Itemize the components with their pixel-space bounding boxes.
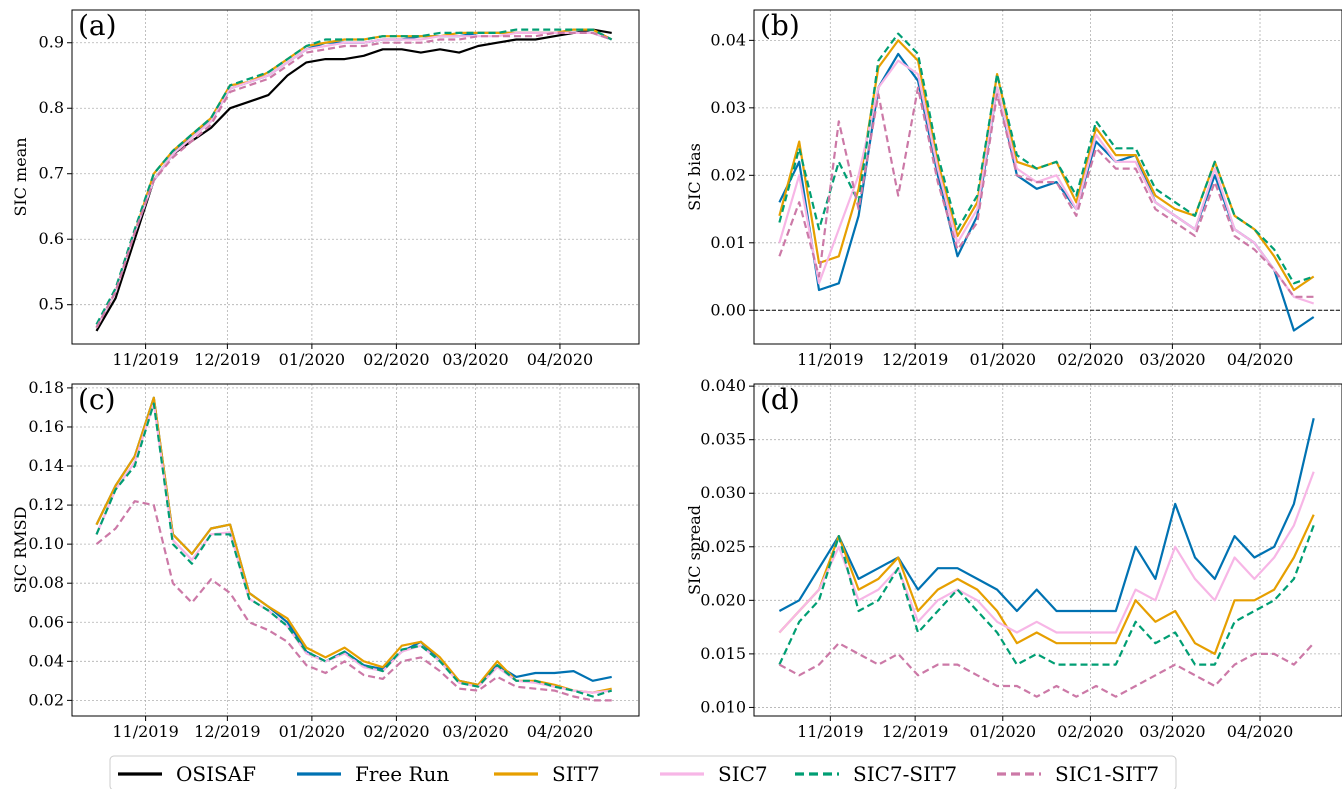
x-tick-label: 04/2020 [527, 350, 593, 369]
panel-letter: (d) [760, 383, 800, 416]
legend-label: SIC1-SIT7 [1055, 762, 1159, 786]
series-line-sic7 [95, 402, 612, 694]
x-tick-label: 11/2019 [797, 350, 863, 369]
series-line-free-run [95, 31, 613, 329]
series-line-sic7-sit7 [95, 28, 613, 325]
series-line-sic1-sit7 [95, 31, 613, 329]
x-tick-label: 01/2020 [970, 722, 1036, 741]
series-line-sic7-sit7 [778, 32, 1315, 285]
legend-label: Free Run [355, 762, 449, 786]
x-tick-label: 12/2019 [882, 722, 948, 741]
x-tick-label: 03/2020 [1139, 722, 1205, 741]
y-tick-label: 0.020 [700, 590, 746, 609]
x-tick-label: 02/2020 [363, 350, 429, 369]
chart-panel: 0.5 0.6 0.7 0.8 0.9 11/2019 12/2019 01/2020 02/2… [11, 9, 640, 369]
x-tick-label: 03/2020 [1139, 350, 1205, 369]
series-line-sic1-sit7 [778, 86, 1314, 298]
y-tick-label: 0.040 [700, 376, 746, 395]
plot-frame [71, 383, 640, 717]
series-group [95, 28, 613, 332]
x-tick-label: 04/2020 [1227, 722, 1293, 741]
panel-letter: (c) [78, 383, 116, 416]
series-line-sic7 [95, 31, 613, 329]
y-tick-label: 0.02 [710, 165, 746, 184]
x-tick-label: 12/2019 [882, 350, 948, 369]
y-tick-label: 0.12 [28, 495, 64, 514]
series-group [778, 418, 1315, 698]
y-tick-label: 0.10 [28, 534, 64, 553]
series-line-sic1-sit7 [778, 642, 1315, 698]
y-tick-label: 0.00 [710, 300, 746, 319]
y-tick-label: 0.035 [700, 430, 746, 449]
x-tick-label: 12/2019 [194, 350, 260, 369]
series-line-sic7 [778, 471, 1315, 634]
x-tick-label: 01/2020 [970, 350, 1036, 369]
y-tick-label: 0.04 [28, 651, 64, 670]
series-line-sic7-sit7 [95, 402, 613, 698]
series-line-sit7 [778, 514, 1315, 656]
series-group [95, 396, 613, 702]
x-tick-label: 01/2020 [279, 722, 345, 741]
y-axis-label: SIC mean [11, 137, 30, 216]
plot-frame [71, 9, 640, 345]
panel-letter: (a) [78, 9, 117, 42]
y-tick-label: 0.7 [39, 164, 64, 183]
panel-letter: (b) [760, 9, 800, 42]
x-tick-label: 03/2020 [442, 722, 508, 741]
y-tick-label: 0.01 [710, 233, 746, 252]
x-tick-label: 01/2020 [279, 350, 345, 369]
y-axis-label: SIC RMSD [11, 507, 30, 594]
y-tick-label: 0.18 [28, 378, 64, 397]
y-tick-label: 0.030 [700, 483, 746, 502]
y-tick-label: 0.16 [28, 417, 64, 436]
y-tick-label: 0.010 [700, 697, 746, 716]
x-tick-label: 02/2020 [363, 722, 429, 741]
series-line-sic1-sit7 [95, 500, 612, 702]
legend-label: OSISAF [176, 762, 256, 786]
y-tick-label: 0.025 [700, 537, 746, 556]
y-tick-label: 0.9 [39, 33, 64, 52]
x-tick-label: 11/2019 [112, 722, 178, 741]
x-tick-label: 02/2020 [1057, 722, 1123, 741]
legend-label: SIT7 [552, 762, 600, 786]
series-line-free-run [778, 52, 1315, 332]
y-tick-label: 0.015 [700, 644, 746, 663]
x-tick-label: 12/2019 [194, 722, 260, 741]
y-axis-label: SIC spread [685, 505, 704, 595]
y-tick-label: 0.06 [28, 612, 64, 631]
x-tick-label: 03/2020 [442, 350, 508, 369]
series-line-osisaf [95, 28, 612, 332]
series-line-sic7-sit7 [778, 525, 1315, 666]
y-tick-label: 0.03 [710, 98, 746, 117]
y-tick-label: 0.14 [28, 456, 64, 475]
plot-frame [753, 9, 1342, 345]
plot-frame [753, 383, 1342, 717]
series-line-sit7 [95, 28, 613, 329]
x-tick-label: 11/2019 [112, 350, 178, 369]
series-group [778, 32, 1315, 332]
chart-panel: 0.02 0.04 0.06 0.08 0.10 0.12 0.14 0.16 0.18 11/2… [11, 378, 640, 741]
y-tick-label: 0.8 [39, 98, 64, 117]
x-tick-label: 11/2019 [797, 722, 863, 741]
y-tick-label: 0.5 [39, 295, 64, 314]
legend-frame [109, 755, 1177, 789]
legend-label: SIC7-SIT7 [853, 762, 957, 786]
legend-label: SIC7 [718, 762, 768, 786]
y-axis-label: SIC bias [685, 143, 704, 211]
chart-panel: 0.00 0.01 0.02 0.03 0.04 11/2019 12/2019 01/202… [685, 9, 1342, 369]
y-tick-label: 0.04 [710, 30, 746, 49]
x-tick-label: 04/2020 [527, 722, 593, 741]
series-line-free-run [778, 418, 1315, 613]
legend: OSISAF Free Run SIT7 SIC7 SIC7-SIT7 SIC1-SIT7 [109, 755, 1177, 789]
chart-panel: 0.010 0.015 0.020 0.025 0.030 0.035 0.040 11/20… [685, 376, 1342, 741]
y-tick-label: 0.6 [39, 229, 64, 248]
x-tick-label: 02/2020 [1057, 350, 1123, 369]
y-tick-label: 0.08 [28, 573, 64, 592]
y-tick-label: 0.02 [28, 690, 64, 709]
x-tick-label: 04/2020 [1227, 350, 1293, 369]
